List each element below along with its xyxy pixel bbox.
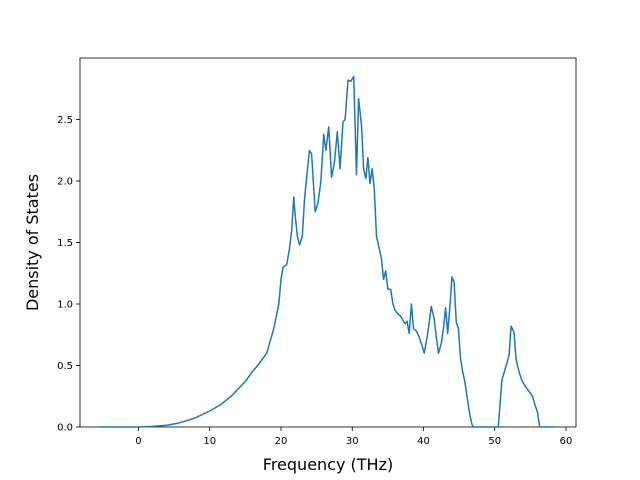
x-axis-title: Frequency (THz) [263,455,393,474]
y-tick-label: 0.0 [57,423,73,434]
y-axis-title: Density of States [23,174,42,311]
x-tick-label: 10 [203,436,216,447]
y-tick-label: 1.0 [57,300,73,311]
x-tick-label: 60 [560,436,573,447]
dos-series-line [100,75,555,428]
x-tick-label: 30 [346,436,359,447]
x-tick-label: 20 [275,436,288,447]
x-tick-label: 50 [488,436,501,447]
x-tick-label: 0 [135,436,141,447]
plot-area: 0 10 20 30 40 50 60 0.0 0.5 1.0 1.5 2.0 2.5 [57,57,577,447]
y-tick-label: 2.0 [57,177,73,188]
y-tick-label: 1.5 [57,238,73,249]
y-axis-ticks: 0.0 0.5 1.0 1.5 2.0 2.5 [57,115,80,434]
y-tick-label: 2.5 [57,115,73,126]
x-axis-ticks: 0 10 20 30 40 50 60 [135,427,572,447]
y-tick-label: 0.5 [57,361,73,372]
x-tick-label: 40 [417,436,430,447]
